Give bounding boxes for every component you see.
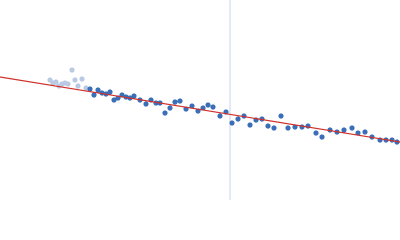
data-point bbox=[217, 113, 223, 119]
data-point bbox=[265, 123, 271, 129]
data-point bbox=[205, 102, 211, 108]
data-point bbox=[189, 103, 195, 109]
data-point bbox=[143, 101, 149, 107]
data-point bbox=[177, 98, 183, 104]
data-point bbox=[285, 125, 291, 131]
data-point bbox=[72, 77, 78, 83]
data-point bbox=[111, 97, 117, 103]
data-point bbox=[362, 129, 368, 135]
data-point bbox=[69, 67, 75, 73]
data-point bbox=[95, 87, 101, 93]
data-point bbox=[229, 120, 235, 126]
data-point bbox=[172, 99, 178, 105]
data-point bbox=[162, 110, 168, 116]
data-point bbox=[75, 83, 81, 89]
data-point bbox=[349, 125, 355, 131]
data-point bbox=[341, 127, 347, 133]
data-point bbox=[278, 113, 284, 119]
data-point bbox=[107, 89, 113, 95]
data-point bbox=[83, 85, 89, 91]
data-point bbox=[235, 116, 241, 122]
data-point bbox=[167, 105, 173, 111]
chart bbox=[0, 0, 400, 200]
data-point bbox=[210, 104, 216, 110]
data-point bbox=[319, 134, 325, 140]
data-point bbox=[53, 79, 59, 85]
data-point bbox=[87, 86, 93, 92]
data-point bbox=[247, 122, 253, 128]
data-point bbox=[313, 130, 319, 136]
data-point bbox=[65, 81, 71, 87]
data-point bbox=[91, 92, 97, 98]
data-point bbox=[271, 125, 277, 131]
data-point bbox=[131, 93, 137, 99]
data-point bbox=[79, 76, 85, 82]
data-point bbox=[355, 130, 361, 136]
fit-line bbox=[0, 76, 400, 143]
